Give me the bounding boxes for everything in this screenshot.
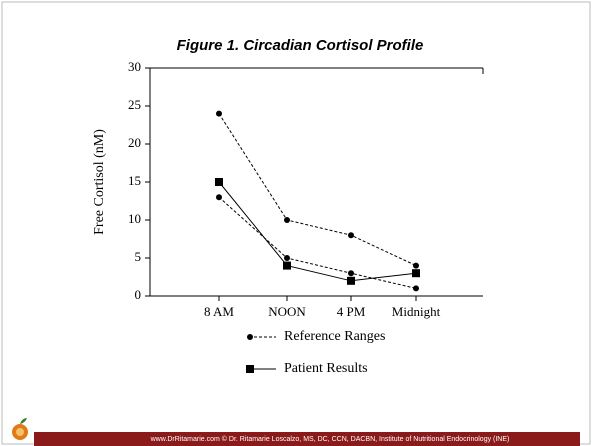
data-point — [284, 255, 290, 261]
data-point — [215, 178, 223, 186]
legend-label: Patient Results — [284, 361, 368, 376]
x-tick-label: 4 PM — [337, 304, 366, 319]
legend-marker — [246, 365, 254, 373]
chart-title: Figure 1. Circadian Cortisol Profile — [177, 37, 424, 54]
x-tick-label: NOON — [268, 304, 306, 319]
y-tick-label: 0 — [135, 287, 142, 302]
legend-marker — [247, 334, 253, 340]
data-point — [216, 194, 222, 201]
data-point — [413, 262, 419, 269]
x-tick-label: 8 AM — [204, 304, 234, 319]
series-line — [218, 181, 417, 282]
y-tick-label: 30 — [128, 59, 141, 74]
data-point — [347, 276, 355, 285]
footer-text: www.DrRitamarie.com © Dr. Ritamarie Losc… — [150, 435, 510, 443]
data-point — [348, 270, 354, 277]
data-point — [412, 269, 420, 278]
x-tick-label: Midnight — [392, 304, 441, 319]
data-point — [284, 217, 290, 223]
data-point — [283, 261, 291, 270]
data-point — [413, 285, 419, 292]
series-line — [218, 113, 417, 267]
legend-label: Reference Ranges — [284, 329, 385, 344]
data-point — [216, 110, 222, 117]
y-tick-label: 25 — [128, 97, 141, 112]
y-tick-label: 15 — [128, 173, 141, 188]
series-line — [218, 196, 417, 289]
logo — [12, 418, 28, 440]
data-point — [348, 232, 354, 239]
y-tick-label: 20 — [128, 135, 141, 150]
y-tick-label: 10 — [128, 211, 141, 226]
footer-bar — [34, 432, 580, 446]
y-axis-label: Free Cortisol (nM) — [92, 129, 107, 235]
y-tick-label: 5 — [135, 249, 142, 264]
